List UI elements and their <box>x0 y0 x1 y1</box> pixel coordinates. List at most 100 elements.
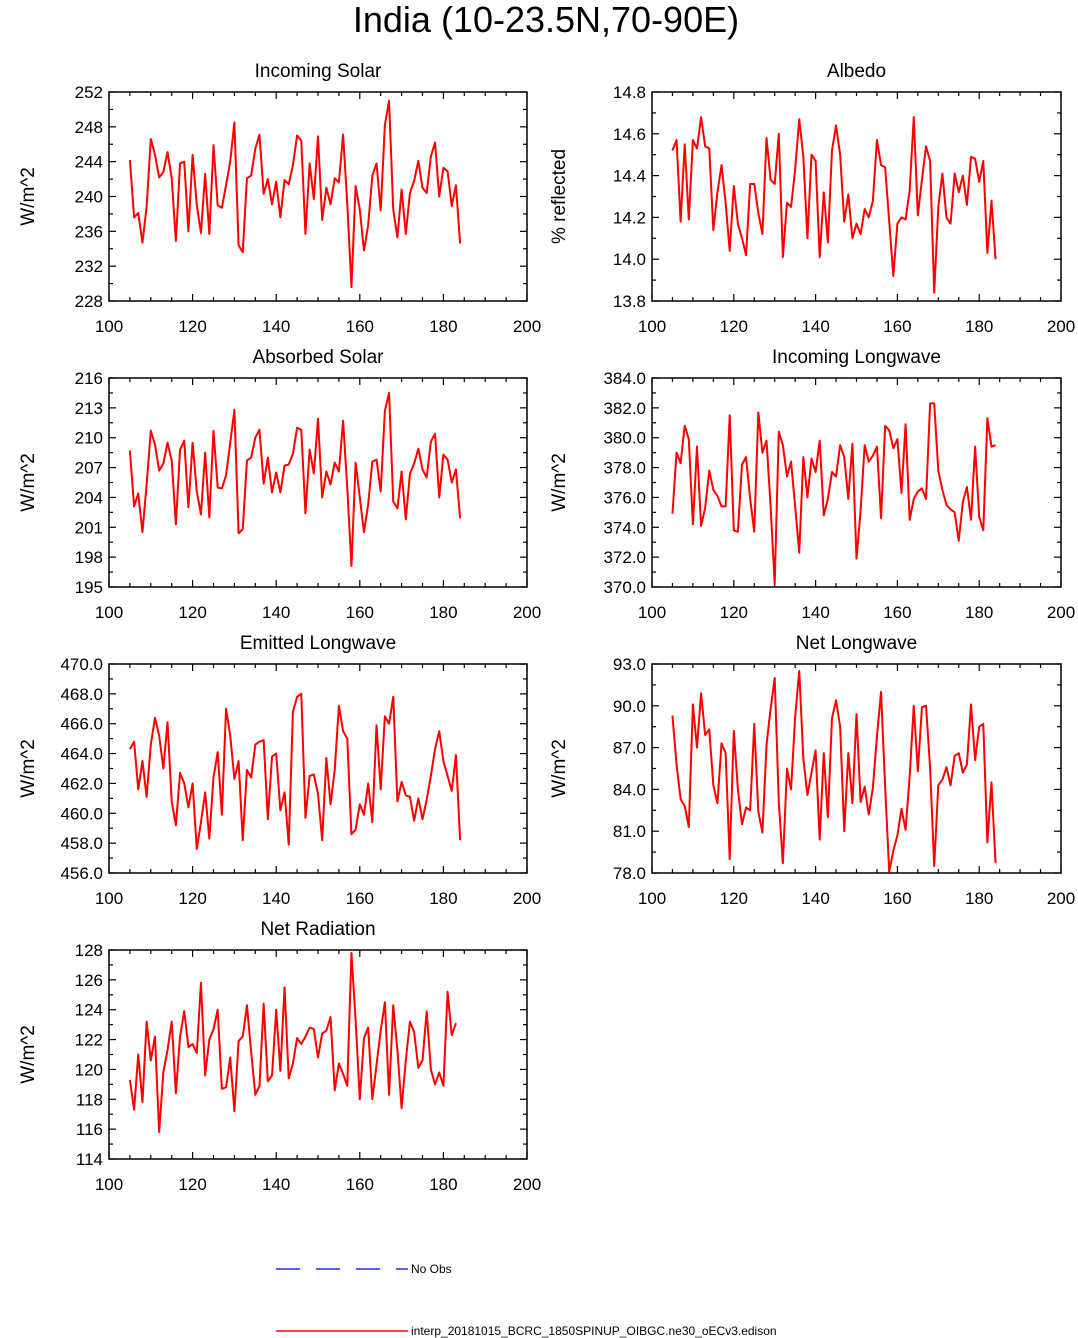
x-tick-label-albedo: 180 <box>965 317 993 336</box>
y-tick-label-albedo: 14.8 <box>613 83 646 102</box>
y-tick-label-absorbed-solar: 210 <box>75 429 103 448</box>
x-tick-label-absorbed-solar: 100 <box>95 603 123 622</box>
plot-frame-emitted-longwave <box>108 663 528 874</box>
x-tick-label-net-radiation: 160 <box>346 1175 374 1194</box>
x-tick-label-albedo: 100 <box>638 317 666 336</box>
panel-emitted-longwave: Emitted Longwave 100 120 140 160 180 200 456.0 4… <box>18 633 541 908</box>
y-tick-label-emitted-longwave: 458.0 <box>60 834 103 853</box>
y-tick-label-absorbed-solar: 195 <box>75 578 103 597</box>
x-tick-label-incoming-solar: 120 <box>178 317 206 336</box>
y-tick-label-albedo: 14.4 <box>613 167 646 186</box>
x-tick-label-emitted-longwave: 120 <box>178 889 206 908</box>
x-tick-label-emitted-longwave: 140 <box>262 889 290 908</box>
plot-frame-incoming-solar <box>108 91 528 302</box>
y-tick-label-emitted-longwave: 468.0 <box>60 685 103 704</box>
x-tick-label-net-radiation: 180 <box>429 1175 457 1194</box>
y-axis-label-absorbed-solar: W/m^2 <box>18 453 39 512</box>
chart-title-emitted-longwave: Emitted Longwave <box>240 633 396 654</box>
series-line-incoming-longwave <box>671 402 996 586</box>
chart-title-net-radiation: Net Radiation <box>260 919 375 940</box>
y-tick-label-incoming-solar: 232 <box>75 257 103 276</box>
y-tick-label-absorbed-solar: 204 <box>75 488 103 507</box>
plot-frame-albedo <box>651 91 1062 302</box>
x-tick-label-incoming-solar: 160 <box>346 317 374 336</box>
panel-incoming-solar: Incoming Solar 100 120 140 160 180 200 228 232 23… <box>18 61 541 336</box>
plot-frame-absorbed-solar <box>108 377 528 588</box>
series-line-albedo <box>671 116 997 294</box>
y-tick-label-net-longwave: 87.0 <box>613 739 646 758</box>
series-line-net-radiation <box>128 951 457 1134</box>
x-tick-label-net-longwave: 160 <box>883 889 911 908</box>
x-tick-label-net-radiation: 100 <box>95 1175 123 1194</box>
chart-title-incoming-longwave: Incoming Longwave <box>772 347 941 368</box>
y-tick-label-net-radiation: 120 <box>75 1060 103 1079</box>
plot-frame-net-longwave <box>651 663 1062 874</box>
y-tick-label-emitted-longwave: 470.0 <box>60 655 103 674</box>
panel-net-radiation: Net Radiation 100 120 140 160 180 200 114 116 118… <box>18 919 541 1194</box>
x-tick-label-albedo: 120 <box>720 317 748 336</box>
x-tick-label-net-radiation: 140 <box>262 1175 290 1194</box>
y-tick-label-emitted-longwave: 456.0 <box>60 864 103 883</box>
x-tick-label-emitted-longwave: 200 <box>513 889 541 908</box>
x-tick-label-emitted-longwave: 100 <box>95 889 123 908</box>
y-tick-label-net-longwave: 90.0 <box>613 697 646 716</box>
x-tick-label-albedo: 160 <box>883 317 911 336</box>
chart-title-albedo: Albedo <box>827 61 886 82</box>
x-tick-label-net-radiation: 120 <box>178 1175 206 1194</box>
x-tick-label-incoming-longwave: 200 <box>1047 603 1075 622</box>
y-tick-label-net-radiation: 122 <box>75 1031 103 1050</box>
chart-title-net-longwave: Net Longwave <box>796 633 917 654</box>
y-axis-label-net-longwave: W/m^2 <box>549 739 570 798</box>
y-tick-label-absorbed-solar: 201 <box>75 518 103 537</box>
x-tick-label-albedo: 200 <box>1047 317 1075 336</box>
y-tick-label-incoming-longwave: 382.0 <box>603 399 646 418</box>
x-tick-label-net-longwave: 200 <box>1047 889 1075 908</box>
y-tick-label-incoming-solar: 252 <box>75 83 103 102</box>
y-tick-label-absorbed-solar: 207 <box>75 459 103 478</box>
y-axis-label-albedo: % reflected <box>549 149 570 244</box>
legend: No Obs interp_20181015_BCRC_1850SPINUP_O… <box>276 1262 777 1338</box>
x-tick-label-incoming-solar: 200 <box>513 317 541 336</box>
y-tick-label-albedo: 14.2 <box>613 208 646 227</box>
x-tick-label-albedo: 140 <box>801 317 829 336</box>
series-line-net-longwave <box>671 669 997 873</box>
x-tick-label-emitted-longwave: 160 <box>346 889 374 908</box>
y-tick-label-emitted-longwave: 460.0 <box>60 804 103 823</box>
page-title: India (10-23.5N,70-90E) <box>353 0 739 40</box>
y-tick-label-incoming-solar: 244 <box>75 153 103 172</box>
panel-net-longwave: Net Longwave 100 120 140 160 180 200 78.0 81.0 84… <box>549 633 1075 908</box>
y-tick-label-incoming-longwave: 378.0 <box>603 459 646 478</box>
series-line-incoming-solar <box>128 99 462 289</box>
y-tick-label-albedo: 14.0 <box>613 250 646 269</box>
y-tick-label-incoming-longwave: 380.0 <box>603 429 646 448</box>
x-tick-label-incoming-solar: 100 <box>95 317 123 336</box>
y-tick-label-net-longwave: 78.0 <box>613 864 646 883</box>
x-tick-label-incoming-longwave: 100 <box>638 603 666 622</box>
legend-model-label: interp_20181015_BCRC_1850SPINUP_OIBGC.ne… <box>411 1324 777 1338</box>
series-line-emitted-longwave <box>129 692 462 851</box>
y-tick-label-incoming-solar: 248 <box>75 118 103 137</box>
x-tick-label-emitted-longwave: 180 <box>429 889 457 908</box>
x-tick-label-incoming-longwave: 180 <box>965 603 993 622</box>
y-tick-label-albedo: 13.8 <box>613 292 646 311</box>
chart-title-absorbed-solar: Absorbed Solar <box>253 347 385 368</box>
x-tick-label-net-longwave: 140 <box>801 889 829 908</box>
y-tick-label-incoming-longwave: 372.0 <box>603 548 646 567</box>
y-axis-label-emitted-longwave: W/m^2 <box>18 739 39 798</box>
y-tick-label-net-longwave: 81.0 <box>613 822 646 841</box>
y-tick-label-incoming-solar: 228 <box>75 292 103 311</box>
y-tick-label-net-longwave: 84.0 <box>613 780 646 799</box>
y-tick-label-net-longwave: 93.0 <box>613 655 646 674</box>
y-axis-label-incoming-solar: W/m^2 <box>18 167 39 226</box>
y-tick-label-net-radiation: 116 <box>76 1120 103 1139</box>
y-tick-label-incoming-solar: 240 <box>75 188 103 207</box>
x-tick-label-net-longwave: 100 <box>638 889 666 908</box>
chart-title-incoming-solar: Incoming Solar <box>255 61 382 82</box>
x-tick-label-net-radiation: 200 <box>513 1175 541 1194</box>
y-tick-label-emitted-longwave: 464.0 <box>60 745 103 764</box>
y-tick-label-incoming-longwave: 384.0 <box>603 369 646 388</box>
panel-incoming-longwave: Incoming Longwave 100 120 140 160 180 200 370.0… <box>549 347 1075 622</box>
x-tick-label-incoming-solar: 180 <box>429 317 457 336</box>
x-tick-label-net-longwave: 180 <box>965 889 993 908</box>
